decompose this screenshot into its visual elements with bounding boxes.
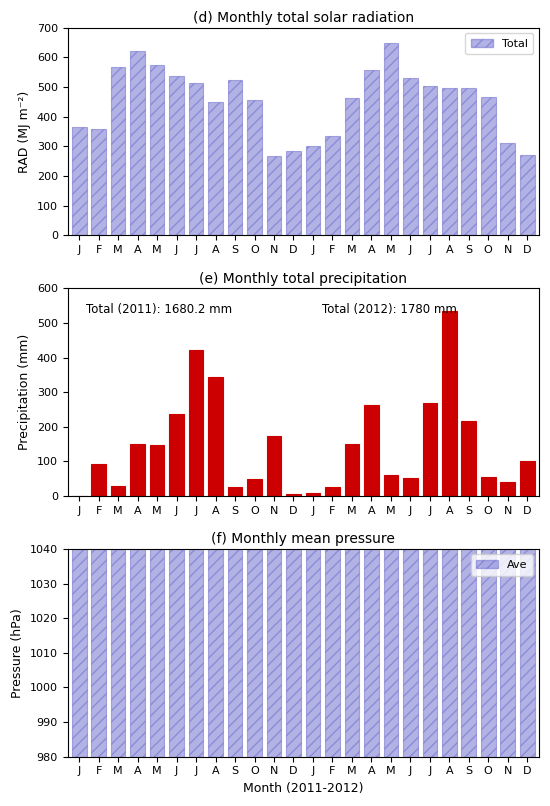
Bar xyxy=(325,488,340,496)
Bar xyxy=(306,492,320,496)
Bar xyxy=(150,64,164,235)
Y-axis label: RAD (MJ m⁻²): RAD (MJ m⁻²) xyxy=(18,90,31,172)
Bar xyxy=(325,0,340,757)
Bar xyxy=(422,85,437,235)
Bar xyxy=(422,402,437,496)
Bar xyxy=(228,487,243,496)
Bar xyxy=(325,136,340,235)
Bar xyxy=(500,0,515,757)
Title: (e) Monthly total precipitation: (e) Monthly total precipitation xyxy=(199,272,407,286)
Bar xyxy=(345,98,359,235)
Bar xyxy=(267,436,281,496)
Bar xyxy=(383,476,398,496)
Bar xyxy=(247,0,262,757)
Bar xyxy=(169,76,184,235)
Bar xyxy=(500,143,515,235)
Bar xyxy=(364,0,379,757)
Bar xyxy=(111,0,125,757)
Bar xyxy=(345,444,359,496)
Bar xyxy=(461,0,476,757)
Bar xyxy=(189,82,204,235)
Bar xyxy=(150,0,164,757)
Text: Total (2011): 1680.2 mm: Total (2011): 1680.2 mm xyxy=(86,303,233,316)
Bar xyxy=(189,350,204,496)
Text: Total (2012): 1780 mm: Total (2012): 1780 mm xyxy=(322,303,457,316)
Bar xyxy=(520,461,535,496)
Bar xyxy=(286,0,301,757)
Bar xyxy=(481,0,496,757)
Bar xyxy=(461,88,476,235)
Bar xyxy=(500,482,515,496)
Title: (f) Monthly mean pressure: (f) Monthly mean pressure xyxy=(211,533,395,546)
Bar xyxy=(91,463,106,496)
Bar xyxy=(383,0,398,757)
Bar xyxy=(286,151,301,235)
Bar xyxy=(247,479,262,496)
Bar xyxy=(228,0,243,757)
Bar xyxy=(72,127,86,235)
Bar xyxy=(91,0,106,757)
Bar xyxy=(403,78,417,235)
Bar xyxy=(442,0,456,757)
Bar xyxy=(228,80,243,235)
Bar xyxy=(130,51,145,235)
Legend: Total: Total xyxy=(465,33,534,54)
Title: (d) Monthly total solar radiation: (d) Monthly total solar radiation xyxy=(192,11,414,25)
Bar xyxy=(91,129,106,235)
Bar xyxy=(247,101,262,235)
Bar xyxy=(481,98,496,235)
Bar xyxy=(130,444,145,496)
Bar xyxy=(169,413,184,496)
Bar xyxy=(286,494,301,496)
Bar xyxy=(442,88,456,235)
Bar xyxy=(345,0,359,757)
Bar xyxy=(520,156,535,235)
Bar xyxy=(461,421,476,496)
Bar xyxy=(442,311,456,496)
Bar xyxy=(208,102,223,235)
Legend: Ave: Ave xyxy=(471,555,534,575)
Bar xyxy=(364,405,379,496)
Bar xyxy=(306,147,320,235)
Bar xyxy=(150,445,164,496)
X-axis label: Month (2011-2012): Month (2011-2012) xyxy=(243,782,364,795)
Bar xyxy=(481,477,496,496)
Bar xyxy=(422,0,437,757)
Bar xyxy=(72,0,86,757)
Y-axis label: Precipitation (mm): Precipitation (mm) xyxy=(18,334,31,451)
Bar xyxy=(208,0,223,757)
Bar xyxy=(364,70,379,235)
Bar xyxy=(267,156,281,235)
Bar xyxy=(403,478,417,496)
Y-axis label: Pressure (hPa): Pressure (hPa) xyxy=(11,608,24,698)
Bar xyxy=(267,0,281,757)
Bar xyxy=(306,0,320,757)
Bar xyxy=(189,0,204,757)
Bar xyxy=(520,0,535,757)
Bar xyxy=(130,0,145,757)
Bar xyxy=(169,0,184,757)
Bar xyxy=(111,486,125,496)
Bar xyxy=(208,376,223,496)
Bar xyxy=(383,43,398,235)
Bar xyxy=(111,67,125,235)
Bar xyxy=(403,0,417,757)
